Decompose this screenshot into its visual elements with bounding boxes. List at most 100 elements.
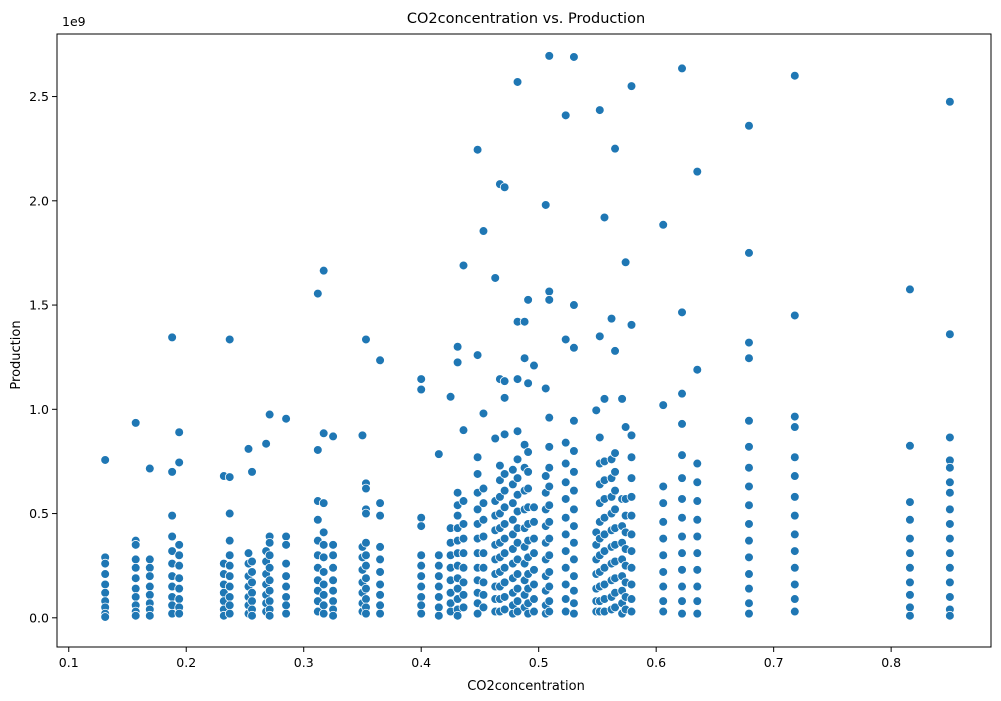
data-point (512, 426, 523, 437)
data-point (416, 374, 427, 384)
data-point (560, 579, 571, 590)
data-point (174, 594, 184, 604)
data-point (318, 527, 329, 538)
data-point (174, 560, 184, 571)
data-point (544, 606, 555, 617)
data-point (375, 355, 385, 366)
data-point (224, 508, 235, 519)
data-point (328, 550, 338, 561)
data-point (512, 77, 523, 87)
data-point (677, 565, 687, 575)
data-point (789, 579, 800, 590)
data-point (692, 166, 703, 177)
data-point (560, 477, 571, 488)
data-point (224, 334, 235, 345)
data-point (445, 587, 456, 598)
data-point (174, 427, 184, 438)
data-point (620, 422, 631, 432)
data-point (328, 575, 338, 586)
data-point (452, 357, 463, 368)
data-point (560, 494, 571, 504)
data-point (375, 608, 385, 619)
data-point (328, 610, 338, 621)
data-point (945, 577, 955, 588)
data-point (478, 590, 489, 600)
data-point (416, 512, 427, 523)
data-point (458, 577, 469, 588)
data-point (626, 430, 637, 441)
data-point (224, 472, 235, 482)
data-point (512, 554, 523, 565)
data-point (560, 594, 571, 604)
data-point (544, 442, 555, 452)
data-point (100, 569, 110, 579)
data-point (328, 431, 338, 442)
data-point (512, 569, 523, 579)
data-point (318, 590, 329, 600)
data-point (328, 596, 338, 606)
data-point (224, 560, 235, 571)
y-tick-label: 1.5 (29, 298, 49, 313)
data-point (692, 458, 703, 469)
data-point (591, 405, 602, 416)
data-point (945, 562, 955, 573)
data-point (361, 594, 371, 604)
data-point (658, 606, 669, 617)
data-point (529, 606, 539, 617)
data-point (458, 519, 469, 529)
data-point (361, 573, 371, 583)
data-point (594, 432, 605, 443)
data-point (744, 337, 754, 348)
data-point (478, 602, 489, 613)
data-point (523, 295, 533, 305)
data-point (247, 596, 257, 606)
data-point (247, 577, 257, 588)
data-point (677, 548, 687, 558)
data-point (478, 548, 489, 558)
data-point (569, 585, 579, 596)
data-point (544, 533, 555, 544)
data-point (416, 600, 427, 611)
data-point (499, 604, 510, 615)
data-point (416, 581, 427, 592)
data-point (626, 492, 637, 502)
data-point (174, 457, 184, 468)
data-point (744, 481, 754, 492)
data-point (472, 350, 483, 360)
data-point (945, 329, 955, 340)
data-point (512, 374, 523, 384)
data-point (519, 353, 530, 364)
data-point (658, 400, 669, 410)
y-tick-label: 2.0 (29, 193, 49, 208)
data-point (789, 310, 800, 321)
data-point (224, 571, 235, 581)
data-point (434, 560, 444, 571)
data-point (145, 571, 155, 581)
data-point (224, 608, 235, 619)
data-point (569, 415, 579, 426)
data-point (130, 592, 141, 602)
data-point (174, 540, 184, 550)
data-point (243, 444, 254, 454)
data-point (434, 449, 444, 459)
y-tick-label: 0.0 (29, 610, 49, 625)
data-point (677, 512, 687, 523)
data-point (692, 581, 703, 592)
x-tick-label: 0.4 (411, 655, 431, 670)
data-point (499, 376, 510, 386)
data-point (599, 579, 610, 590)
data-point (658, 498, 669, 508)
data-point (490, 433, 501, 444)
data-point (523, 483, 533, 494)
x-tick-label: 0.5 (529, 655, 549, 670)
data-point (375, 498, 385, 508)
data-point (529, 502, 539, 513)
data-point (544, 412, 555, 423)
data-point (512, 473, 523, 483)
data-point (224, 600, 235, 611)
data-point (789, 452, 800, 463)
data-point (658, 517, 669, 527)
data-point (905, 533, 915, 544)
data-point (560, 529, 571, 540)
data-point (452, 487, 463, 498)
